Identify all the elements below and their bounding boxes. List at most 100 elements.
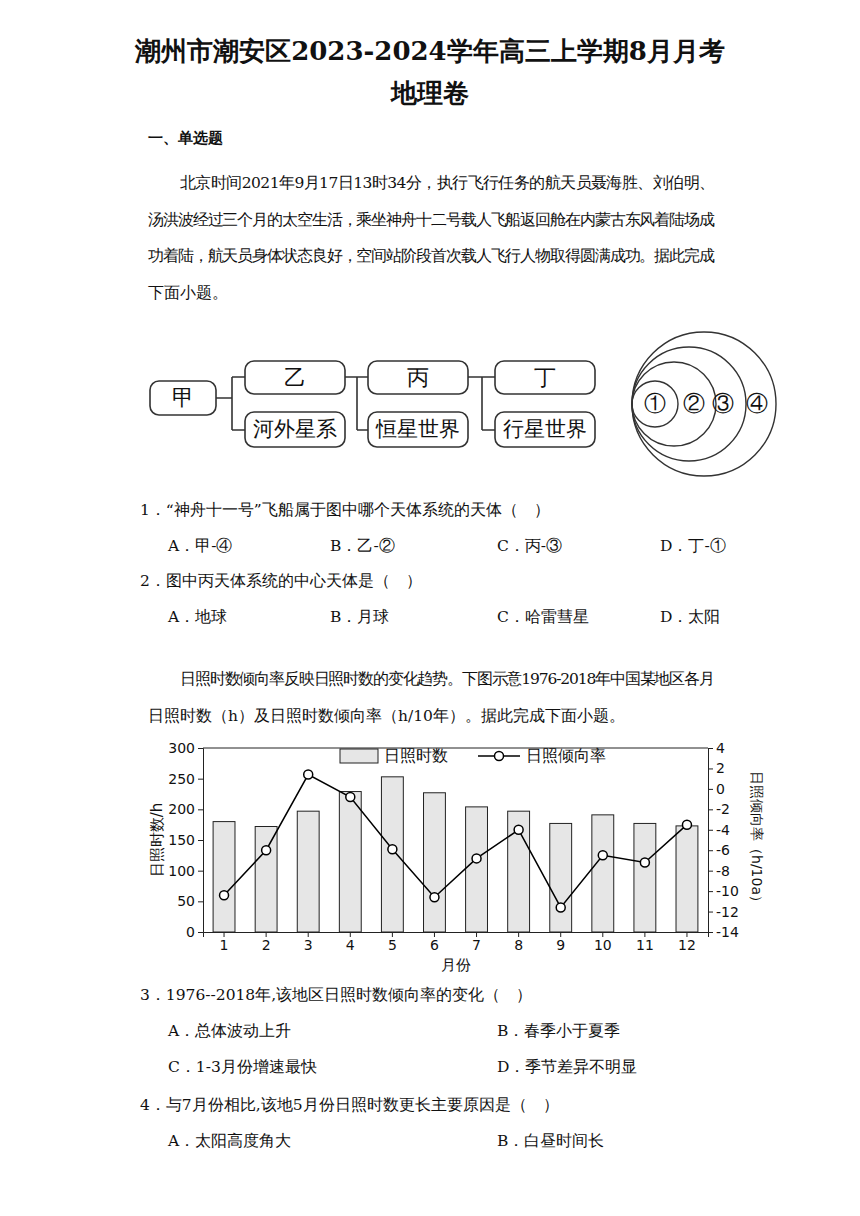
diagram-label: 丙	[407, 365, 429, 390]
question-option: B．月球	[330, 608, 389, 626]
legend-swatch	[340, 749, 378, 763]
question-stem: 3．1976--2018年,该地区日照时数倾向率的变化（ ）	[140, 986, 532, 1004]
bar	[550, 823, 572, 932]
line-marker	[220, 891, 229, 900]
line-marker	[304, 770, 313, 779]
tick-label: -6	[716, 842, 730, 858]
line-marker	[388, 845, 397, 854]
axis: 123456789101112	[204, 932, 709, 953]
tick-mark	[708, 809, 713, 810]
bar	[676, 826, 698, 932]
diagram-box	[245, 361, 345, 394]
passage-line: 功着陆，航天员身体状态良好，空间站阶段首次载人飞行人物取得圆满成功。据此完成	[148, 247, 715, 265]
tick: 6	[430, 932, 439, 953]
tick-label: 200	[168, 801, 195, 817]
page: 潮州市潮安区2023-2024学年高三上学期8月月考地理卷一、单选题北京时间20…	[0, 0, 860, 1216]
question-stem: 2．图中丙天体系统的中心天体是（ ）	[140, 572, 422, 590]
tick-label: 2	[716, 760, 725, 776]
tick-label: 4	[346, 937, 355, 953]
tick-mark	[198, 748, 203, 749]
tick-label: 0	[186, 924, 195, 940]
diagram-connector	[345, 377, 368, 430]
tick-mark	[198, 871, 203, 872]
tick-label: 300	[168, 740, 195, 756]
diagram-box	[368, 412, 468, 447]
tick: 8	[514, 932, 523, 953]
tick-mark	[708, 768, 713, 769]
line-marker	[514, 825, 523, 834]
diagram-box	[245, 412, 345, 447]
circle-label: ④	[746, 391, 768, 416]
axis-title: 月份	[441, 956, 471, 974]
tick-label: 9	[556, 937, 565, 953]
tick: 150	[168, 832, 203, 848]
tick-mark	[708, 891, 713, 892]
question-option: A．总体波动上升	[167, 1022, 291, 1040]
tick: 3	[304, 932, 313, 953]
tick-label: -4	[716, 822, 730, 838]
plot-area	[213, 770, 698, 932]
line-marker	[430, 893, 439, 902]
section-heading: 一、单选题	[148, 129, 223, 147]
tick: 5	[388, 932, 397, 953]
tick: 250	[168, 771, 203, 787]
tick-mark	[198, 840, 203, 841]
legend-swatch	[495, 752, 504, 761]
tick-label: -8	[716, 863, 730, 879]
tick: 50	[177, 893, 203, 909]
tick-label: 3	[304, 937, 313, 953]
tick-label: -14	[716, 924, 739, 940]
tick-mark	[198, 932, 203, 933]
tick-label: 150	[168, 832, 195, 848]
tick-label: 11	[636, 937, 654, 953]
passage-line: 日照时数倾向率反映日照时数的变化趋势。下图示意1976-2018年中国某地区各月	[180, 670, 715, 688]
bar	[255, 827, 277, 932]
tick: -2	[708, 801, 730, 817]
tick: -14	[708, 924, 739, 940]
question-option: A．甲-④	[167, 537, 232, 555]
diagram: 甲乙河外星系丙恒星世界丁行星世界①②③④	[150, 332, 776, 476]
passage-line: 日照时数（h）及日照时数倾向率（h/10年）。据此完成下面小题。	[148, 707, 625, 725]
question-option: B．白昼时间长	[497, 1132, 604, 1150]
tick-mark	[198, 779, 203, 780]
tick: -10	[708, 883, 739, 899]
tick-mark	[708, 830, 713, 831]
tick: 12	[678, 932, 696, 953]
bar	[213, 822, 235, 932]
passage-line: 下面小题。	[148, 284, 228, 302]
tick-label: -2	[716, 801, 730, 817]
tick-label: 4	[716, 740, 725, 756]
tick-label: 1	[220, 937, 229, 953]
tick-mark	[198, 901, 203, 902]
tick: -12	[708, 904, 739, 920]
circle-label: ①	[644, 391, 666, 416]
diagram-label: 行星世界	[503, 417, 587, 441]
bar	[508, 811, 530, 932]
tick-label: 8	[514, 937, 523, 953]
question-option: C．1-3月份增速最快	[168, 1058, 317, 1076]
bar	[339, 792, 361, 932]
tick: -6	[708, 842, 730, 858]
diagram-circle	[632, 381, 678, 427]
axis: 050100150200250300	[168, 740, 203, 940]
question-stem: 1．“神舟十一号”飞船属于图中哪个天体系统的天体（ ）	[140, 501, 550, 519]
tick-label: 5	[388, 937, 397, 953]
bar	[381, 777, 403, 932]
diagram-label: 河外星系	[253, 417, 337, 441]
legend-label: 日照时数	[384, 746, 448, 765]
question-stem: 4．与7月份相比,该地5月份日照时数更长主要原因是（ ）	[140, 1096, 559, 1114]
line	[224, 775, 687, 908]
tick-label: -10	[716, 883, 739, 899]
tick: 200	[168, 801, 203, 817]
circle-label: ③	[712, 391, 734, 416]
tick: 2	[262, 932, 271, 953]
diagram-connector	[216, 377, 245, 430]
line-marker	[682, 820, 691, 829]
question-option: A．地球	[167, 608, 227, 626]
line-marker	[346, 793, 355, 802]
diagram-box	[150, 381, 216, 415]
tick-label: 10	[594, 937, 612, 953]
tick: 7	[472, 932, 481, 953]
axis-line	[709, 749, 714, 933]
passage-line: 北京时间2021年9月17日13时34分，执行飞行任务的航天员聂海胜、刘伯明、	[180, 174, 715, 192]
